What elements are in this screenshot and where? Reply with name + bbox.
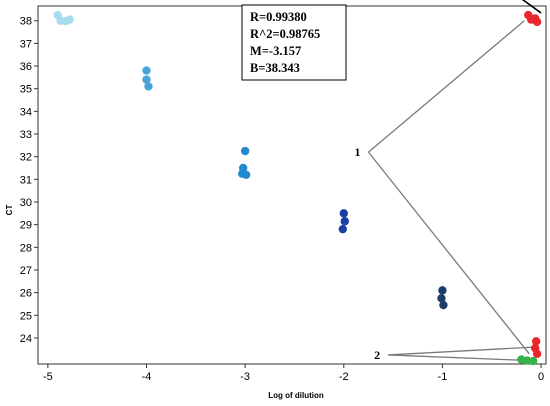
- stats-box-frame: [241, 4, 347, 81]
- callout-label: 1: [354, 145, 360, 159]
- x-axis-title: Log of dilution: [268, 391, 324, 400]
- data-point: [240, 146, 250, 156]
- y-tick-label: 28: [20, 242, 32, 254]
- stats-line: R=0.99380: [250, 10, 307, 24]
- y-tick-label: 24: [20, 333, 32, 345]
- data-point: [531, 337, 541, 346]
- callout-line: [367, 151, 530, 355]
- data-point: [528, 356, 538, 366]
- data-point: [142, 66, 151, 75]
- y-tick-label: 32: [20, 152, 32, 164]
- data-point: [241, 170, 251, 180]
- callout-line: [368, 20, 525, 153]
- y-tick-label: 33: [20, 129, 32, 141]
- data-point: [339, 209, 348, 218]
- y-axis: 24 25 26 27 28 29 30 31 32 33 34 35 36 37 38: [20, 16, 38, 345]
- data-point: [439, 300, 448, 310]
- y-axis-title: CT: [5, 205, 14, 216]
- callout-line: [388, 346, 537, 356]
- stats-line: B=38.343: [250, 61, 300, 75]
- y-tick-label: 29: [20, 220, 32, 232]
- y-tick-label: 26: [20, 288, 32, 300]
- x-tick-label: -5: [43, 371, 53, 383]
- stats-line: M=-3.157: [250, 44, 301, 58]
- y-tick-label: 31: [20, 174, 32, 186]
- data-point: [438, 286, 447, 295]
- callout-line: [388, 354, 532, 362]
- data-point: [144, 82, 153, 91]
- data-point: [338, 224, 347, 234]
- stats-box: R=0.99380 R^2=0.98765 M=-3.157 B=38.343: [241, 4, 347, 81]
- stats-line: R^2=0.98765: [250, 27, 320, 41]
- x-axis: -5 -4 -3 -2 -1 0: [43, 364, 544, 383]
- y-tick-label: 35: [20, 84, 32, 96]
- data-point: [65, 15, 74, 24]
- y-tick-label: 37: [20, 38, 32, 50]
- data-point: [340, 217, 349, 226]
- y-tick-label: 34: [20, 106, 32, 118]
- y-tick-label: 25: [20, 310, 32, 322]
- data-point: [437, 294, 446, 303]
- x-tick-label: -3: [240, 371, 250, 383]
- x-tick-label: -4: [142, 371, 152, 383]
- y-tick-label: 38: [20, 16, 32, 28]
- x-tick-label: -1: [438, 371, 448, 383]
- x-tick-label: 0: [538, 371, 544, 383]
- y-tick-label: 27: [20, 265, 32, 277]
- y-tick-label: 36: [20, 61, 32, 73]
- data-point: [532, 17, 542, 27]
- x-tick-label: -2: [339, 371, 349, 383]
- data-points: [53, 10, 542, 366]
- callout-label: 2: [374, 348, 380, 362]
- y-tick-label: 30: [20, 197, 32, 209]
- data-point: [532, 349, 542, 359]
- data-point: [142, 75, 151, 84]
- callouts: 12: [354, 20, 537, 362]
